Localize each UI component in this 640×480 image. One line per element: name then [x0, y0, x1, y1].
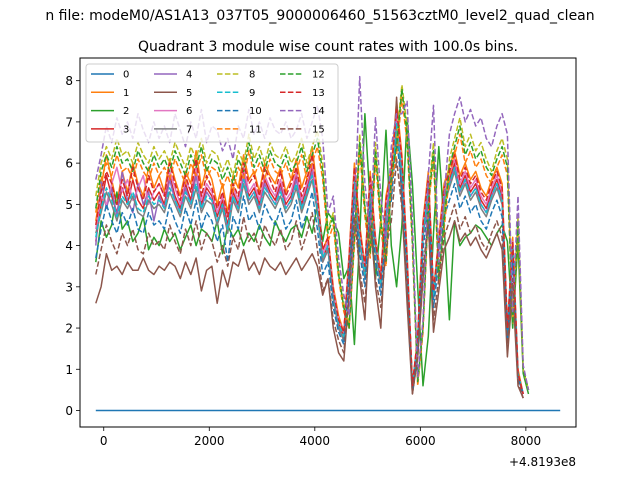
series-line-12 — [95, 88, 530, 391]
legend-box — [85, 63, 339, 143]
y-tick-label: 8 — [65, 74, 73, 88]
legend-label-7: 7 — [186, 124, 192, 135]
y-tick-label: 2 — [65, 322, 73, 336]
series-line-8 — [95, 84, 530, 391]
legend-label-11: 11 — [249, 124, 262, 135]
legend-label-0: 0 — [123, 70, 129, 81]
y-tick-label: 4 — [65, 239, 73, 253]
y-tick-label: 1 — [65, 363, 73, 377]
axes-frame — [79, 57, 577, 428]
legend-label-10: 10 — [249, 106, 262, 117]
x-axis: 0 2000 4000 6000 8000 — [100, 427, 541, 448]
x-tick-label: 4000 — [300, 434, 331, 448]
legend-label-9: 9 — [249, 88, 255, 99]
series-line-13 — [95, 108, 524, 395]
series-line-11 — [95, 96, 530, 391]
series-line-1 — [95, 100, 524, 395]
legend-label-1: 1 — [123, 88, 129, 99]
y-axis: 0 1 2 3 4 5 6 7 8 — [65, 74, 80, 418]
series-line-10 — [95, 137, 524, 395]
figure-suptitle: n file: modeM0/AS1A13_037T05_9000006460_… — [45, 8, 594, 24]
legend-label-5: 5 — [186, 88, 192, 99]
chart-title: Quadrant 3 module wise count rates with … — [138, 39, 518, 55]
legend-label-6: 6 — [186, 106, 192, 117]
x-tick-label: 0 — [100, 434, 108, 448]
legend-label-8: 8 — [249, 70, 255, 81]
legend-label-13: 13 — [312, 88, 325, 99]
legend-label-2: 2 — [123, 106, 129, 117]
y-tick-label: 3 — [65, 280, 73, 294]
y-tick-label: 0 — [65, 404, 73, 418]
legend-label-4: 4 — [186, 70, 192, 81]
legend-label-14: 14 — [312, 106, 325, 117]
y-tick-label: 7 — [65, 115, 73, 129]
x-tick-label: 2000 — [194, 434, 225, 448]
legend-label-12: 12 — [312, 70, 325, 81]
series-line-7 — [95, 125, 524, 395]
y-tick-label: 6 — [65, 157, 73, 171]
series-line-9 — [95, 121, 524, 395]
y-tick-label: 5 — [65, 198, 73, 212]
series-line-15 — [95, 158, 524, 399]
series-line-5 — [95, 96, 524, 399]
legend-label-15: 15 — [312, 124, 325, 135]
x-tick-label: 6000 — [405, 434, 436, 448]
x-tick-label: 8000 — [511, 434, 542, 448]
legend-label-3: 3 — [123, 124, 129, 135]
x-offset-label: +4.8193e8 — [509, 455, 576, 469]
